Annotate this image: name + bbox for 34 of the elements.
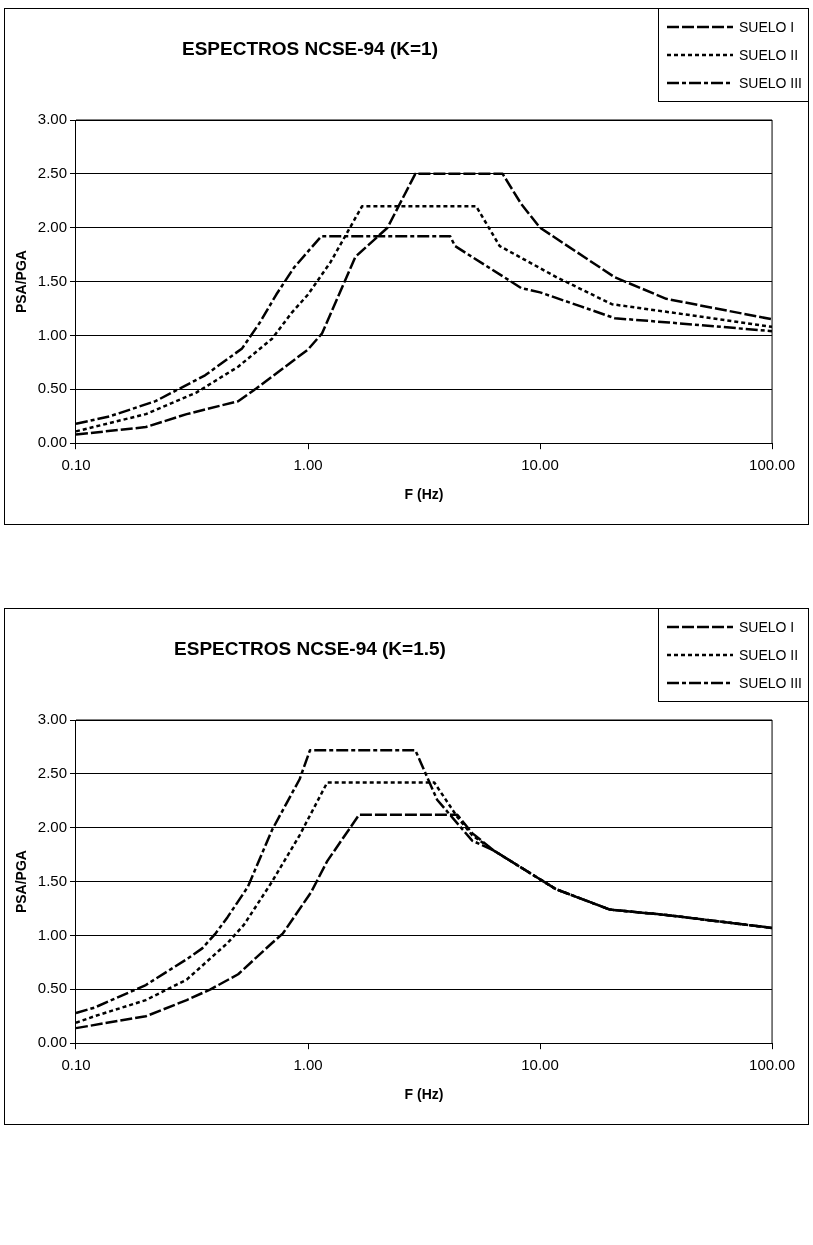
- legend-label: SUELO II: [738, 647, 799, 663]
- legend-label: SUELO III: [738, 75, 802, 91]
- y-tick-label: 1.50: [37, 871, 67, 889]
- chart-title: ESPECTROS NCSE-94 (K=1.5): [173, 638, 447, 660]
- y-tick-label: 3.00: [37, 110, 67, 128]
- legend-label: SUELO II: [738, 47, 799, 63]
- y-tick-label: 1.00: [37, 925, 67, 943]
- y-tick-label: 2.00: [37, 817, 67, 835]
- chart-title: ESPECTROS NCSE-94 (K=1): [180, 38, 439, 60]
- y-tick-label: 2.50: [37, 764, 67, 782]
- legend-label: SUELO III: [738, 675, 802, 691]
- y-tick-label: 2.00: [37, 217, 67, 235]
- y-tick-label: 0.50: [37, 979, 67, 997]
- y-tick-label: 0.50: [37, 379, 67, 397]
- x-tick-label: 100.00: [749, 1056, 796, 1074]
- y-tick-label: 3.00: [37, 710, 67, 728]
- y-tick-label: 2.50: [37, 164, 67, 182]
- y-tick-label: 1.50: [37, 271, 67, 289]
- x-axis-title: F (Hz): [404, 1086, 444, 1103]
- x-tick-label: 0.10: [61, 1056, 91, 1074]
- y-tick-label: 1.00: [37, 325, 67, 343]
- x-tick-label: 1.00: [293, 1056, 323, 1074]
- y-axis-title: PSA/PGA: [13, 250, 30, 314]
- x-axis-title: F (Hz): [404, 486, 444, 503]
- x-tick-label: 10.00: [521, 1056, 559, 1074]
- y-tick-label: 0.00: [37, 1033, 67, 1051]
- legend-label: SUELO I: [738, 619, 795, 635]
- y-axis-title: PSA/PGA: [13, 850, 30, 914]
- legend-label: SUELO I: [738, 19, 795, 35]
- x-tick-label: 0.10: [61, 456, 91, 474]
- y-tick-label: 0.00: [37, 433, 67, 451]
- x-tick-label: 100.00: [749, 456, 796, 474]
- x-tick-label: 10.00: [521, 456, 559, 474]
- x-tick-label: 1.00: [293, 456, 323, 474]
